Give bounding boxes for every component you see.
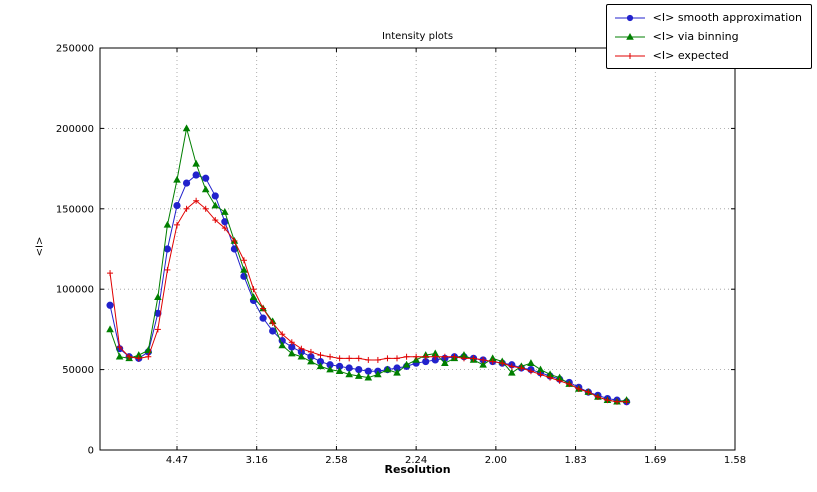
- x-axis-label: Resolution: [384, 463, 451, 476]
- triangle-marker-icon: [460, 351, 468, 358]
- x-tick-label: 4.47: [166, 455, 188, 466]
- triangle-marker-icon: [278, 341, 287, 349]
- triangle-marker-icon: [402, 360, 411, 368]
- circle-marker-icon: [182, 179, 191, 187]
- triangle-marker-icon: [354, 372, 363, 379]
- x-tick-label: 1.83: [564, 455, 586, 466]
- x-tick-label: 2.00: [485, 455, 507, 466]
- x-tick-label: 1.58: [724, 455, 746, 466]
- triangle-marker-icon: [182, 124, 191, 132]
- triangle-marker-icon: [163, 220, 172, 228]
- triangle-marker-icon: [431, 349, 440, 357]
- y-tick-label: 50000: [62, 365, 94, 376]
- x-tick-label: 2.58: [325, 455, 347, 466]
- triangle-marker-icon: [240, 265, 248, 273]
- circle-marker-icon: [614, 14, 645, 21]
- triangle-marker-icon: [249, 293, 258, 301]
- triangle-marker-icon: [546, 370, 554, 378]
- y-tick-label: 200000: [56, 124, 94, 135]
- circle-marker-icon: [259, 314, 267, 322]
- triangle-marker-icon: [287, 349, 296, 357]
- triangle-marker-icon: [221, 208, 229, 215]
- circle-marker-icon: [173, 201, 181, 210]
- plus-marker-icon: [614, 52, 645, 59]
- x-tick-label: 3.16: [246, 455, 268, 466]
- circle-marker-icon: [269, 327, 277, 335]
- triangle-marker-icon: [134, 351, 143, 358]
- legend: <I> smooth approximation <I> via binning <…: [605, 4, 812, 69]
- axes-frame: [99, 47, 736, 451]
- triangle-marker-icon: [316, 362, 325, 370]
- y-tick-label: 150000: [56, 204, 94, 215]
- circle-marker-icon: [106, 301, 114, 309]
- circle-marker-icon: [192, 171, 200, 179]
- triangle-marker-icon: [307, 357, 315, 365]
- x-tick-label: 1.69: [644, 455, 666, 466]
- circle-marker-icon: [345, 364, 353, 372]
- triangle-marker-icon: [154, 293, 162, 301]
- triangle-marker-icon: [488, 354, 497, 362]
- circle-marker-icon: [202, 174, 210, 182]
- y-axis-label: <I>: [34, 236, 46, 257]
- triangle-marker-icon: [106, 325, 114, 333]
- legend-item: <I> via binning: [613, 27, 802, 46]
- triangle-marker-icon: [335, 367, 344, 375]
- y-tick-label: 0: [88, 446, 94, 457]
- triangle-marker-icon: [508, 368, 516, 376]
- legend-item: <I> smooth approximation: [613, 8, 802, 27]
- circle-marker-icon: [211, 192, 219, 200]
- triangle-marker-icon: [192, 159, 200, 167]
- chart-title: Intensity plots: [381, 31, 454, 42]
- triangle-marker-icon: [115, 352, 124, 360]
- triangle-marker-icon: [211, 201, 220, 209]
- x-tick-label: 2.24: [405, 455, 427, 466]
- y-tick-label: 250000: [56, 44, 94, 55]
- y-tick-label: 100000: [56, 285, 94, 296]
- triangle-marker-icon: [479, 360, 487, 368]
- circle-marker-icon: [355, 366, 363, 374]
- triangle-marker-icon: [555, 373, 564, 381]
- triangle-marker-icon: [527, 359, 535, 366]
- legend-label: <I> via binning: [652, 30, 739, 43]
- triangle-marker-icon: [297, 352, 306, 360]
- triangle-marker-icon: [326, 365, 334, 373]
- legend-label: <I> expected: [652, 49, 729, 62]
- triangle-marker-icon: [173, 175, 181, 183]
- legend-label: <I> smooth approximation: [652, 11, 802, 24]
- circle-marker-icon: [163, 245, 172, 253]
- triangle-marker-icon: [614, 32, 645, 40]
- triangle-marker-icon: [383, 365, 392, 373]
- triangle-marker-icon: [393, 368, 401, 376]
- legend-item: <I> expected: [613, 46, 802, 65]
- triangle-marker-icon: [536, 365, 545, 373]
- circle-marker-icon: [364, 367, 372, 375]
- triangle-marker-icon: [364, 373, 373, 381]
- triangle-marker-icon: [441, 359, 449, 366]
- triangle-marker-icon: [374, 370, 382, 378]
- triangle-marker-icon: [201, 185, 210, 193]
- triangle-marker-icon: [345, 370, 353, 378]
